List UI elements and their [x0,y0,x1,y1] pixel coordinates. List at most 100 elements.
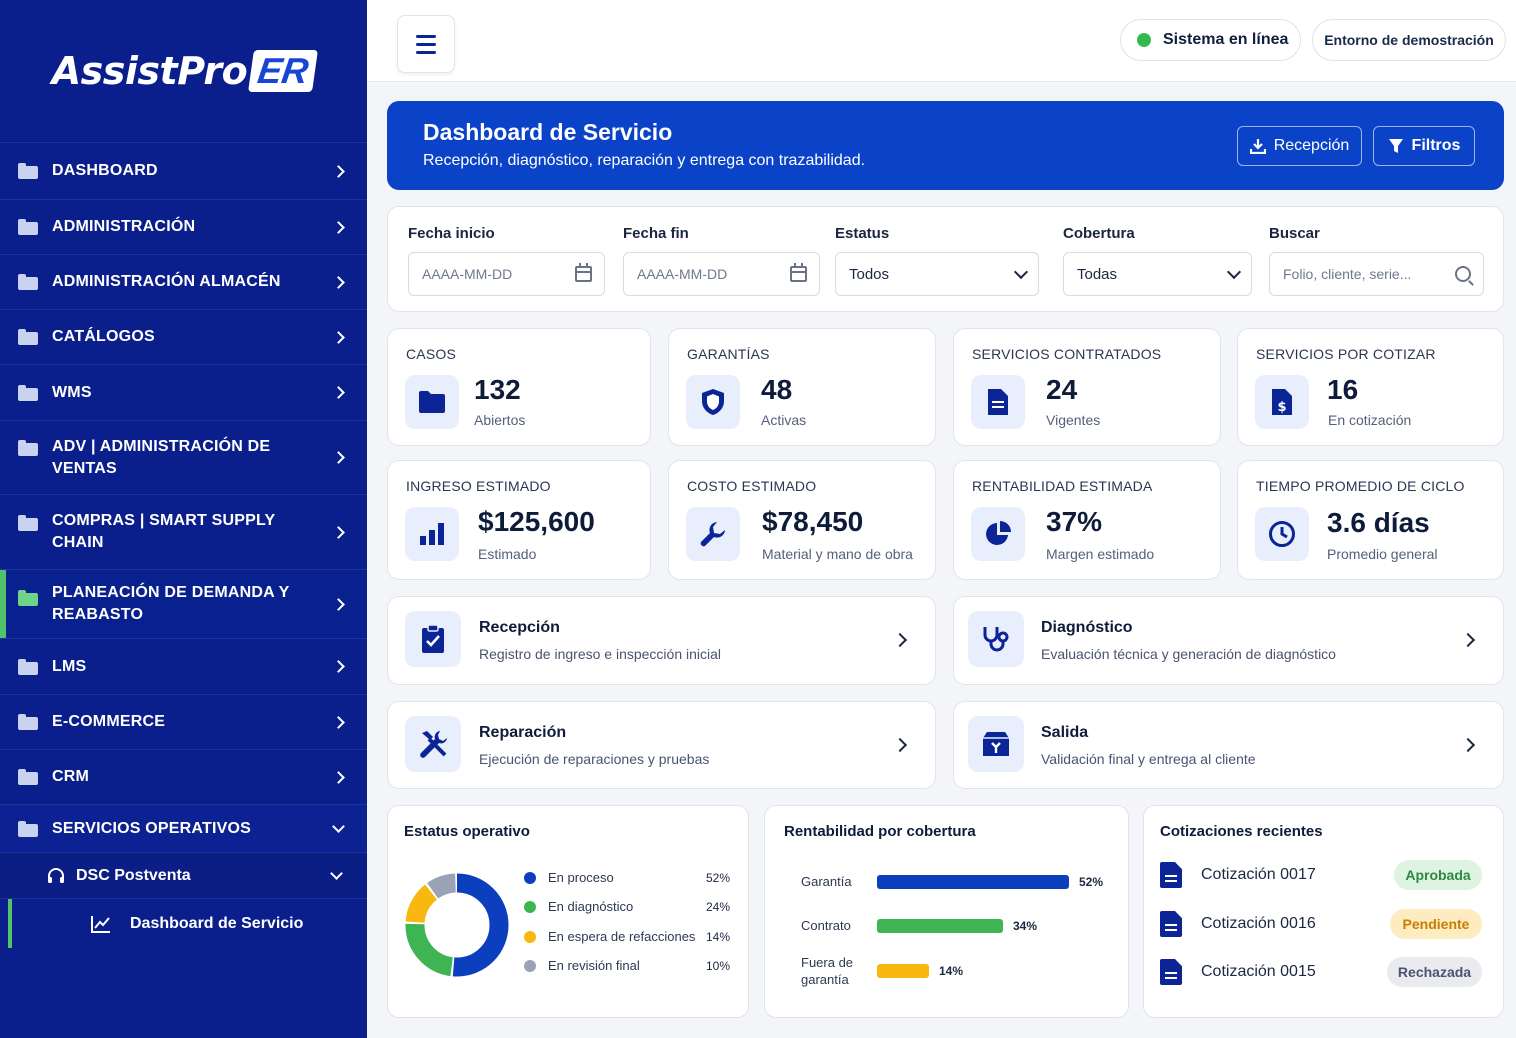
quote-name: Cotización 0017 [1201,866,1316,883]
document-icon [1160,959,1182,985]
sidebar-item-label: LMS [52,657,87,675]
coverage-select[interactable]: Todas [1063,252,1252,296]
sidebar-item-dashboard[interactable]: DASHBOARD [0,142,367,199]
page-subtitle: Recepción, diagnóstico, reparación y ent… [423,152,866,169]
sidebar-item-lms[interactable]: LMS [0,638,367,694]
stat-value: $78,450 [762,506,864,537]
status-select[interactable]: Todos [835,252,1039,296]
search-label: Buscar [1269,225,1320,242]
sidebar-item-label: ADMINISTRACIÓN [52,218,196,235]
folder-icon [18,515,38,531]
end-date-group: Fecha fin AAAA-MM-DD [623,225,820,296]
legend-item: En espera de refacciones 14% [524,929,730,944]
quote-name: Cotización 0016 [1201,915,1316,932]
calendar-icon[interactable] [575,263,592,282]
sidebar-item-label: DASHBOARD [52,162,158,179]
svg-text:$: $ [1277,400,1286,415]
sidebar-item-administracion-almacen[interactable]: ADMINISTRACIÓN ALMACÉN [0,254,367,309]
legend-dot [524,900,536,913]
stat-subtitle: Activas [761,412,807,428]
end-date-label: Fecha fin [623,225,689,242]
search-group: Buscar Folio, cliente, serie... [1269,225,1484,296]
process-card-salida[interactable]: Salida Validación final y entrega al cli… [953,701,1504,789]
brand-logo[interactable]: AssistPro ER [0,0,367,142]
page-header: Dashboard de Servicio Recepción, diagnós… [387,101,1504,190]
stat-subtitle: Abiertos [474,412,526,428]
filters-button-label: Filtros [1411,137,1461,154]
sidebar-item-ecommerce[interactable]: E-COMMERCE [0,694,367,749]
sidebar: AssistPro ER DASHBOARD ADMINISTRACIÓN ADM… [0,0,367,1038]
sidebar-item-catalogos[interactable]: CATÁLOGOS [0,309,367,364]
process-description: Registro de ingreso e inspección inicial [479,646,722,662]
search-icon[interactable] [1455,266,1471,282]
reception-button-label: Recepción [1273,137,1350,154]
folder-icon [18,274,38,290]
bar-value: 14% [939,964,964,978]
bar-label: Garantía [801,874,852,889]
stat-card-garantias: GARANTÍAS 48 Activas [668,328,936,446]
sidebar-item-label: ADV | ADMINISTRACIÓN DE VENTAS [52,437,271,477]
stat-title: SERVICIOS POR COTIZAR [1256,346,1436,362]
sidebar-item-planeacion[interactable]: PLANEACIÓN DE DEMANDA Y REABASTO [0,569,367,638]
sidebar-subitem-dashboard-servicio[interactable]: Dashboard de Servicio [0,898,367,948]
quote-name: Cotización 0015 [1201,963,1316,980]
sidebar-item-compras[interactable]: COMPRAS | SMART SUPPLY CHAIN [0,494,367,569]
environment-pill: Entorno de demostración [1312,19,1506,61]
stat-title: COSTO ESTIMADO [687,478,817,494]
sidebar-item-wms[interactable]: WMS [0,364,367,420]
sidebar-item-crm[interactable]: CRM [0,749,367,804]
status-group: Estatus Todos [835,225,1039,296]
sidebar-item-label: COMPRAS | SMART SUPPLY CHAIN [52,512,276,551]
donut-slice-1 [405,873,509,977]
folder-icon [18,384,38,401]
stat-title: GARANTÍAS [687,346,770,362]
search-input[interactable]: Folio, cliente, serie... [1269,252,1484,296]
stethoscope-icon [968,611,1024,667]
sidebar-item-servicios-operativos[interactable]: SERVICIOS OPERATIVOS [0,804,367,852]
legend-value: 10% [705,958,730,973]
chevron-down-icon [332,820,345,833]
sidebar-item-label: CATÁLOGOS [52,328,155,345]
folder-icon [18,163,38,179]
bar-value: 52% [1079,874,1104,889]
end-date-input[interactable]: AAAA-MM-DD [623,252,820,296]
status-panel-title: Estatus operativo [404,823,530,840]
chevron-right-icon [332,451,345,464]
sidebar-item-administracion[interactable]: ADMINISTRACIÓN [0,199,367,254]
coverage-bar-row: Fuera de garantía 14% [801,954,963,988]
coverage-label: Cobertura [1063,225,1135,242]
bar-label: Contrato [801,918,851,933]
process-card-reparacion[interactable]: Reparación Ejecución de reparaciones y p… [387,701,936,789]
chevron-right-icon [332,525,345,539]
filters-button[interactable]: Filtros [1373,126,1475,166]
sidebar-item-adv[interactable]: ADV | ADMINISTRACIÓN DE VENTAS [0,420,367,494]
start-date-input[interactable]: AAAA-MM-DD [408,252,605,296]
folder-icon [18,329,38,345]
process-card-recepcion[interactable]: Recepción Registro de ingreso e inspecci… [387,596,936,685]
quote-row[interactable]: Cotización 0017 Aprobada [1160,860,1482,890]
quote-row[interactable]: Cotización 0015 Rechazada [1160,957,1482,987]
stat-subtitle: Estimado [478,546,537,562]
wrench-icon [686,507,740,561]
stat-card-costo: COSTO ESTIMADO $78,450 Material y mano d… [668,460,936,580]
stat-title: SERVICIOS CONTRATADOS [972,346,1162,362]
legend-dot [524,871,536,884]
coverage-select-value: Todas [1077,265,1118,283]
topbar: Sistema en línea Entorno de demostración [367,0,1516,82]
quotes-panel-title: Cotizaciones recientes [1160,823,1323,840]
headset-icon [48,867,64,883]
stat-value: 24 [1046,374,1078,405]
menu-button[interactable] [397,15,455,73]
folder-icon [18,219,38,235]
chevron-down-icon [1226,264,1242,279]
quote-row[interactable]: Cotización 0016 Pendiente [1160,909,1482,939]
sidebar-subitem-label: Dashboard de Servicio [130,914,304,932]
stat-title: TIEMPO PROMEDIO DE CICLO [1256,478,1465,494]
calendar-icon[interactable] [790,263,807,282]
reception-button[interactable]: Recepción [1237,126,1362,166]
sidebar-subitem-dsc-postventa[interactable]: DSC Postventa [0,852,367,898]
chevron-right-icon [332,386,345,399]
process-card-diagnostico[interactable]: Diagnóstico Evaluación técnica y generac… [953,596,1504,685]
chevron-right-icon [892,632,908,648]
folder-icon [18,590,38,606]
